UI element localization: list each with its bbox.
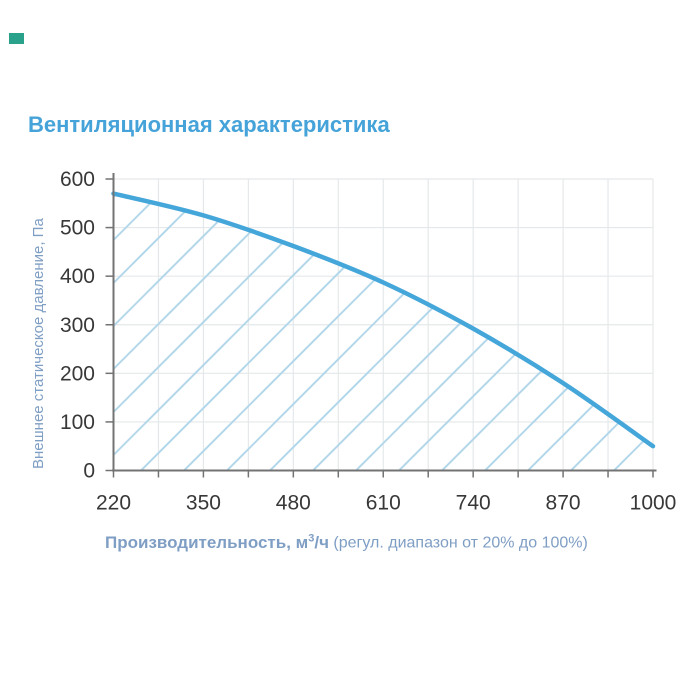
hatch-line: [138, 193, 460, 471]
x-tick-label: 220: [96, 492, 131, 515]
y-axis-label: Внешнее статическое давление, Па: [30, 218, 47, 469]
hatch-line: [181, 193, 503, 471]
y-tick-label: 500: [60, 217, 95, 240]
fan-curve: [111, 191, 656, 449]
hatch-line: [525, 193, 653, 471]
y-tick-label: 400: [60, 265, 95, 288]
x-axis-caption-text: Производительность, м: [105, 532, 309, 552]
corner-mark: [9, 33, 24, 44]
x-axis-caption-unit: /ч: [314, 532, 329, 552]
x-tick-label: 1000: [630, 492, 677, 515]
x-tick-label: 350: [186, 492, 221, 515]
hatch-line: [113, 193, 116, 471]
hatch-line: [224, 193, 546, 471]
y-tick-label: 100: [60, 411, 95, 434]
x-tick-label: 740: [456, 492, 491, 515]
hatch-line: [568, 193, 653, 471]
hatch-line: [310, 193, 632, 471]
y-tick-label: 600: [60, 168, 95, 191]
hatch-line: [482, 193, 653, 471]
y-tick-label: 0: [83, 460, 95, 483]
hatch-line: [113, 193, 374, 471]
x-axis-caption-superscript: 3: [308, 532, 315, 544]
y-tick-label: 300: [60, 314, 95, 337]
hatch-line: [113, 193, 331, 471]
hatch-line: [113, 193, 202, 471]
y-tick-label: 200: [60, 362, 95, 385]
hatch-line: [439, 193, 653, 471]
hatch-pattern: [113, 193, 653, 471]
x-tick-label: 480: [276, 492, 311, 515]
x-tick-label: 610: [366, 492, 401, 515]
x-axis-caption: Производительность, м3/ч (регул. диапазо…: [105, 532, 665, 553]
x-axis-caption-main: Производительность, м3/ч: [105, 532, 329, 552]
chart-title: Вентиляционная характеристика: [28, 112, 390, 137]
x-tick-label: 870: [546, 492, 581, 515]
x-axis-caption-note: (регул. диапазон от 20% до 100%): [333, 534, 588, 552]
